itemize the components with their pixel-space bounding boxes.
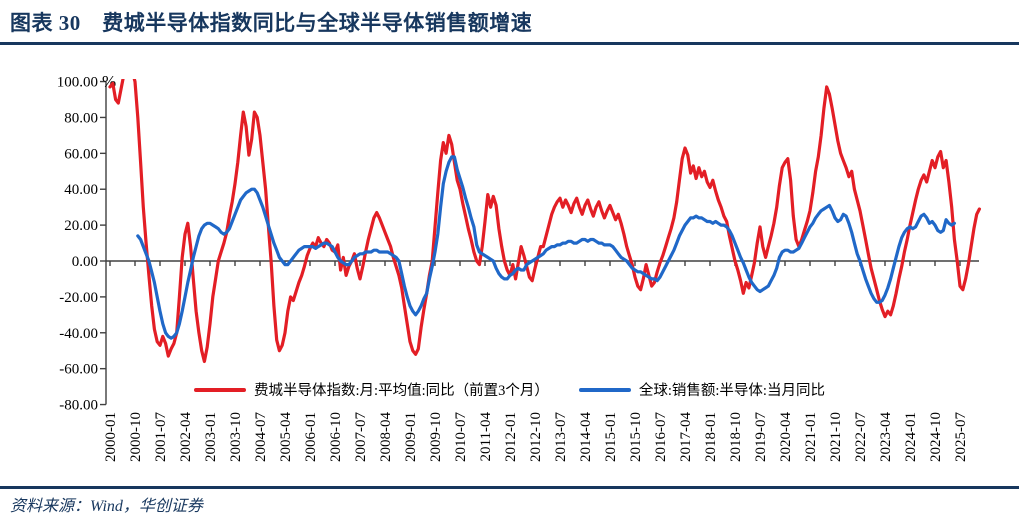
series-lines	[108, 79, 982, 364]
x-tick-label: 2019-07	[753, 412, 769, 462]
legend-item-sox-index: 费城半导体指数:月:平均值:同比（前置3个月）	[194, 379, 549, 400]
x-tick-label: 2014-04	[578, 412, 594, 462]
x-tick-label: 2012-10	[528, 412, 544, 462]
legend-item-global-sales: 全球:销售额:半导体:当月同比	[578, 379, 825, 400]
y-tick-label: 80.00	[64, 110, 98, 126]
x-tick-label: 2001-07	[153, 412, 169, 462]
x-tick-label: 2022-07	[853, 412, 869, 462]
figure-title: 图表 30 费城半导体指数同比与全球半导体销售额增速	[10, 11, 533, 35]
x-tick-label: 2016-07	[653, 412, 669, 462]
x-tick-label: 2021-10	[828, 412, 844, 462]
x-tick-label: 2000-01	[103, 412, 119, 462]
x-tick-label: 2004-07	[253, 412, 269, 462]
x-tick-label: 2023-04	[878, 412, 894, 462]
chart-legend: 费城半导体指数:月:平均值:同比（前置3个月） 全球:销售额:半导体:当月同比	[0, 379, 1019, 400]
y-tick-label: 20.00	[64, 218, 98, 234]
x-tick-label: 2020-04	[778, 412, 794, 462]
y-tick-label: -60.00	[59, 362, 98, 378]
x-tick-label: 2009-01	[403, 412, 419, 462]
axes: 100.00 80.00 60.00 40.00 20.00 0.00 -20.00 -40.…	[57, 72, 979, 462]
x-tick-label: 2018-10	[728, 412, 744, 462]
y-tick-label: 40.00	[64, 182, 98, 198]
red-line-swatch	[194, 387, 247, 392]
x-tick-label: 2000-10	[128, 412, 144, 462]
x-tick-label: 2018-01	[703, 412, 719, 462]
y-tick-label: 100.00	[57, 75, 98, 91]
x-tick-label: 2025-07	[953, 412, 969, 462]
footer-divider	[0, 486, 1019, 489]
x-tick-label: 2008-04	[378, 412, 394, 462]
legend-label-sox-index: 费城半导体指数:月:平均值:同比（前置3个月）	[254, 383, 549, 399]
title-divider	[0, 42, 1019, 45]
x-tick-label: 2010-07	[453, 412, 469, 462]
y-tick-label: -40.00	[59, 326, 98, 342]
x-tick-label: 2013-07	[553, 412, 569, 462]
global-sales-yoy-line	[136, 155, 957, 340]
x-tick-label: 2015-10	[628, 412, 644, 462]
line-chart: 100.00 80.00 60.00 40.00 20.00 0.00 -20.00 -40.…	[57, 72, 982, 462]
source-note: 资料来源：Wind，华创证券	[10, 498, 203, 515]
x-tick-label: 2012-01	[503, 412, 519, 462]
x-tick-label: 2015-01	[603, 412, 619, 462]
x-tick-label: 2006-10	[328, 412, 344, 462]
x-tick-label: 2003-10	[228, 412, 244, 462]
blue-line-swatch	[578, 387, 631, 392]
y-tick-label: 60.00	[64, 146, 98, 162]
x-tick-label: 2011-04	[478, 412, 494, 462]
x-tick-label: 2006-01	[303, 412, 319, 462]
x-tick-label: 2017-04	[678, 412, 694, 462]
legend-label-global-sales: 全球:销售额:半导体:当月同比	[638, 383, 825, 399]
sox-yoy-line	[108, 79, 982, 364]
x-tick-label: 2009-10	[428, 412, 444, 462]
x-tick-label: 2007-07	[353, 412, 369, 462]
y-tick-label: -20.00	[59, 290, 98, 306]
x-tick-label: 2005-04	[278, 412, 294, 462]
x-tick-label: 2003-01	[203, 412, 219, 462]
x-tick-label: 2024-10	[928, 412, 944, 462]
x-tick-label: 2024-01	[903, 412, 919, 462]
y-tick-label: -80.00	[59, 398, 98, 414]
x-tick-label: 2021-01	[803, 412, 819, 462]
x-tick-label: 2002-04	[178, 412, 194, 462]
y-tick-label: 0.00	[72, 254, 98, 270]
